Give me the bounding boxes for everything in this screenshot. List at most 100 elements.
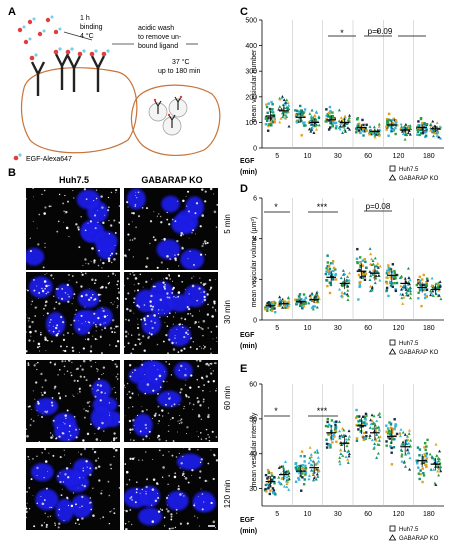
- vesicle-speck: [152, 458, 154, 460]
- data-point-ko: [308, 445, 312, 449]
- vesicle-speck: [100, 334, 102, 336]
- data-point-huh: [334, 278, 338, 281]
- vesicle-speck: [136, 304, 139, 307]
- vesicle-speck: [116, 306, 119, 309]
- data-point-ko: [338, 459, 342, 463]
- vesicle-speck: [167, 509, 170, 513]
- vesicle-speck: [175, 508, 178, 511]
- vesicle-speck: [109, 510, 112, 513]
- data-point-huh: [358, 281, 361, 285]
- micrograph-tile: [124, 188, 218, 270]
- vesicle-speck: [191, 277, 193, 279]
- data-point-ko: [375, 130, 379, 134]
- vesicle-speck: [100, 285, 104, 289]
- data-point-huh: [361, 264, 365, 267]
- vesicle-speck: [81, 273, 84, 276]
- vesicle-speck: [134, 290, 136, 292]
- vesicle-speck: [73, 319, 76, 322]
- data-point-ko: [344, 278, 348, 282]
- vesicle-speck: [137, 333, 141, 336]
- data-point-huh: [395, 124, 399, 127]
- data-point-huh: [299, 104, 302, 108]
- vesicle-speck: [99, 294, 102, 296]
- vesicle-speck: [168, 527, 171, 530]
- vesicle-speck: [87, 222, 89, 224]
- data-point-huh: [386, 121, 389, 125]
- data-point-huh: [301, 303, 304, 306]
- data-point-ko: [287, 474, 291, 478]
- data-point-ko: [347, 116, 351, 119]
- vesicle-speck: [169, 258, 172, 261]
- vesicle-speck: [157, 510, 161, 513]
- vesicle-speck: [82, 467, 84, 469]
- vesicle-speck: [158, 309, 160, 311]
- vesicle-speck: [26, 317, 28, 319]
- vesicle-speck: [95, 330, 97, 332]
- vesicle-speck: [37, 361, 39, 364]
- data-point-huh: [270, 474, 274, 477]
- data-point-huh: [267, 470, 270, 474]
- data-point-huh: [272, 301, 275, 304]
- vesicle-speck: [109, 254, 112, 257]
- vesicle-speck: [162, 466, 165, 469]
- data-point-huh: [331, 277, 334, 281]
- data-point-huh: [304, 301, 308, 304]
- vesicle-speck: [96, 368, 98, 370]
- vesicle-speck: [44, 288, 46, 290]
- vesicle-speck: [75, 436, 78, 439]
- vesicle-speck: [55, 301, 58, 304]
- vesicle-speck: [36, 502, 38, 505]
- vesicle-speck: [145, 451, 147, 453]
- vesicle-speck: [178, 422, 181, 425]
- vesicle-speck: [183, 448, 184, 449]
- data-point-huh: [389, 441, 393, 445]
- data-point-huh: [387, 436, 390, 439]
- data-point-huh: [300, 134, 303, 137]
- vesicle-speck: [97, 221, 99, 224]
- vesicle-speck: [97, 457, 100, 459]
- vesicle-speck: [199, 253, 203, 256]
- data-point-huh: [393, 281, 396, 285]
- data-point-ko: [316, 450, 320, 454]
- vesicle-speck: [189, 403, 190, 405]
- vesicle-speck: [131, 239, 134, 241]
- vesicle-speck: [174, 337, 176, 339]
- data-point-huh: [324, 424, 328, 428]
- vesicle-speck: [136, 481, 138, 483]
- vesicle-speck: [32, 340, 35, 342]
- data-point-huh: [301, 305, 304, 308]
- data-point-huh: [267, 301, 271, 304]
- vesicle-speck: [79, 351, 80, 353]
- vesicle-speck: [108, 220, 110, 222]
- vesicle-speck: [182, 326, 184, 329]
- data-point-huh: [355, 437, 359, 440]
- data-point-huh: [423, 287, 426, 290]
- vesicle-speck: [191, 232, 193, 234]
- data-point-huh: [331, 125, 335, 128]
- vesicle-speck: [113, 258, 116, 261]
- vesicle-speck: [49, 361, 52, 364]
- data-point-ko: [399, 427, 403, 431]
- vesicle-speck: [188, 448, 191, 451]
- vesicle-speck: [74, 428, 78, 431]
- vesicle-speck: [35, 362, 37, 365]
- vesicle-speck: [164, 312, 166, 314]
- data-point-huh: [418, 289, 422, 292]
- vesicle-speck: [36, 475, 38, 477]
- vesicle-speck: [75, 309, 78, 311]
- vesicle-speck: [62, 338, 66, 342]
- vesicle-speck: [135, 226, 137, 229]
- data-point-ko: [340, 290, 344, 294]
- data-point-ko: [400, 125, 404, 128]
- vesicle-speck: [132, 418, 135, 422]
- vesicle-speck: [37, 402, 40, 405]
- vesicle-speck: [131, 499, 133, 501]
- vesicle-speck: [167, 412, 170, 414]
- nucleus: [90, 406, 112, 430]
- data-point-huh: [363, 257, 366, 261]
- data-point-ko: [368, 130, 372, 134]
- vesicle-speck: [200, 291, 202, 293]
- endosomes: [148, 98, 188, 136]
- data-point-ko: [310, 292, 314, 296]
- data-point-ko: [317, 459, 321, 463]
